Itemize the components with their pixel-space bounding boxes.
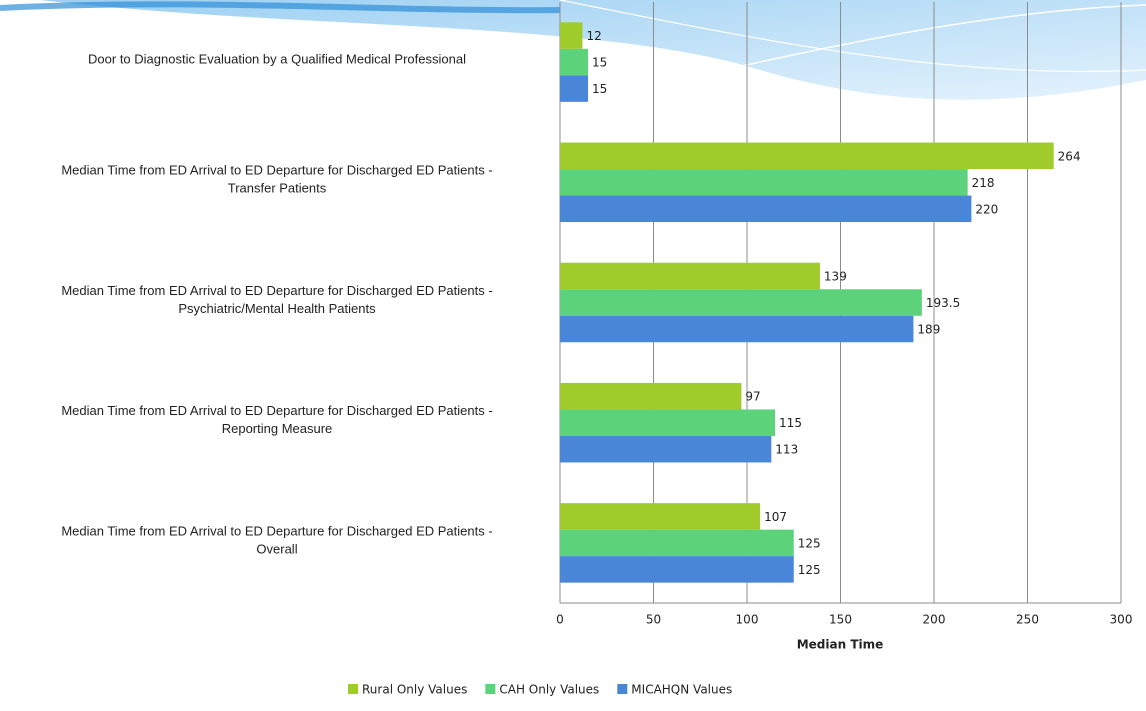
y-tick-label: Median Time from ED Arrival to ED Depart… bbox=[61, 523, 492, 538]
x-tick-label: 0 bbox=[556, 613, 564, 627]
y-tick-label: Reporting Measure bbox=[222, 421, 333, 436]
bar bbox=[560, 22, 583, 49]
data-label: 12 bbox=[586, 29, 601, 43]
data-label: 97 bbox=[745, 390, 760, 404]
legend-label: Rural Only Values bbox=[362, 683, 467, 697]
x-tick-label: 150 bbox=[829, 613, 852, 627]
data-label: 193.5 bbox=[926, 296, 960, 310]
y-tick-label: Median Time from ED Arrival to ED Depart… bbox=[61, 283, 492, 298]
bar bbox=[560, 556, 794, 583]
bar bbox=[560, 262, 820, 290]
data-label: 113 bbox=[775, 443, 798, 457]
legend-label: MICAHQN Values bbox=[631, 683, 732, 697]
bar bbox=[560, 503, 761, 530]
x-tick-label: 200 bbox=[923, 613, 946, 627]
data-label: 107 bbox=[764, 510, 787, 524]
bar bbox=[560, 169, 968, 196]
x-tick-label: 50 bbox=[646, 613, 661, 627]
legend-swatch bbox=[617, 684, 628, 694]
legend-label: CAH Only Values bbox=[499, 683, 599, 697]
bar bbox=[560, 529, 794, 557]
data-label: 125 bbox=[798, 563, 821, 577]
x-tick-label: 250 bbox=[1016, 613, 1039, 627]
y-tick-label: Overall bbox=[256, 541, 297, 556]
background-wave bbox=[0, 0, 1146, 100]
bar bbox=[560, 48, 589, 76]
bar bbox=[560, 435, 772, 463]
bar bbox=[560, 409, 776, 436]
x-tick-label: 300 bbox=[1110, 613, 1133, 627]
bar bbox=[560, 75, 589, 102]
x-tick-label: 100 bbox=[736, 613, 759, 627]
data-label: 115 bbox=[779, 416, 802, 430]
data-label: 15 bbox=[592, 82, 607, 96]
y-tick-label: Psychiatric/Mental Health Patients bbox=[178, 301, 376, 316]
data-label: 264 bbox=[1058, 149, 1081, 163]
bar bbox=[560, 195, 972, 223]
bar bbox=[560, 315, 914, 343]
x-axis-title: Median Time bbox=[797, 638, 884, 652]
y-tick-label: Door to Diagnostic Evaluation by a Quali… bbox=[88, 52, 466, 67]
bar bbox=[560, 289, 922, 316]
legend-swatch bbox=[485, 684, 496, 694]
y-tick-label: Median Time from ED Arrival to ED Depart… bbox=[61, 403, 492, 418]
bar bbox=[560, 382, 742, 410]
data-label: 220 bbox=[975, 202, 998, 216]
bar bbox=[560, 142, 1054, 170]
y-tick-label: Median Time from ED Arrival to ED Depart… bbox=[61, 163, 492, 178]
data-label: 125 bbox=[798, 536, 821, 550]
data-label: 15 bbox=[592, 56, 607, 70]
legend-swatch bbox=[348, 684, 358, 694]
y-tick-label: Transfer Patients bbox=[228, 181, 327, 196]
data-label: 139 bbox=[824, 270, 847, 284]
data-label: 189 bbox=[917, 323, 940, 337]
data-label: 218 bbox=[972, 176, 995, 190]
